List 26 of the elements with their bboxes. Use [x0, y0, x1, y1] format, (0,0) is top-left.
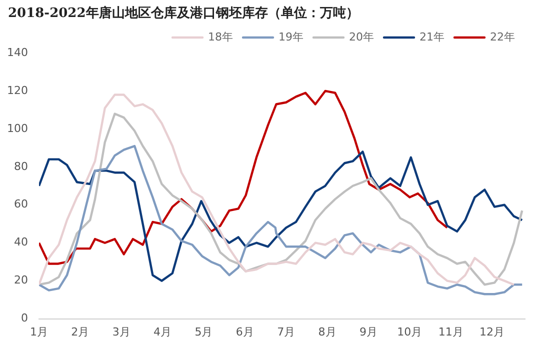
x-tick-label: 1月 [30, 325, 48, 338]
legend-label: 19年 [278, 30, 304, 44]
x-tick-label: 7月 [277, 325, 296, 338]
x-tick-label: 5月 [194, 325, 213, 338]
y-tick-label: 40 [14, 236, 28, 249]
x-tick-label: 10月 [397, 325, 422, 338]
legend-label: 22年 [490, 30, 516, 44]
y-tick-label: 120 [6, 84, 28, 97]
x-tick-label: 8月 [318, 325, 336, 338]
y-tick-label: 0 [20, 312, 28, 325]
y-tick-label: 20 [14, 274, 28, 287]
x-tick-label: 9月 [359, 325, 378, 338]
y-tick-label: 140 [6, 46, 28, 59]
legend-label: 20年 [349, 30, 374, 44]
x-tick-label: 12月 [480, 325, 505, 338]
legend-label: 18年 [208, 30, 234, 44]
x-tick-label: 11月 [438, 325, 464, 338]
y-tick-label: 60 [14, 198, 28, 211]
chart-title: 2018-2022年唐山地区仓库及港口钢坯库存（单位：万吨） [8, 4, 359, 22]
x-tick-label: 4月 [154, 325, 172, 338]
x-tick-label: 3月 [112, 325, 130, 338]
x-tick-label: 2月 [71, 325, 90, 338]
legend-label: 21年 [420, 30, 445, 44]
x-tick-label: 6月 [236, 325, 254, 338]
y-tick-label: 100 [6, 122, 28, 135]
y-tick-label: 80 [14, 160, 28, 173]
